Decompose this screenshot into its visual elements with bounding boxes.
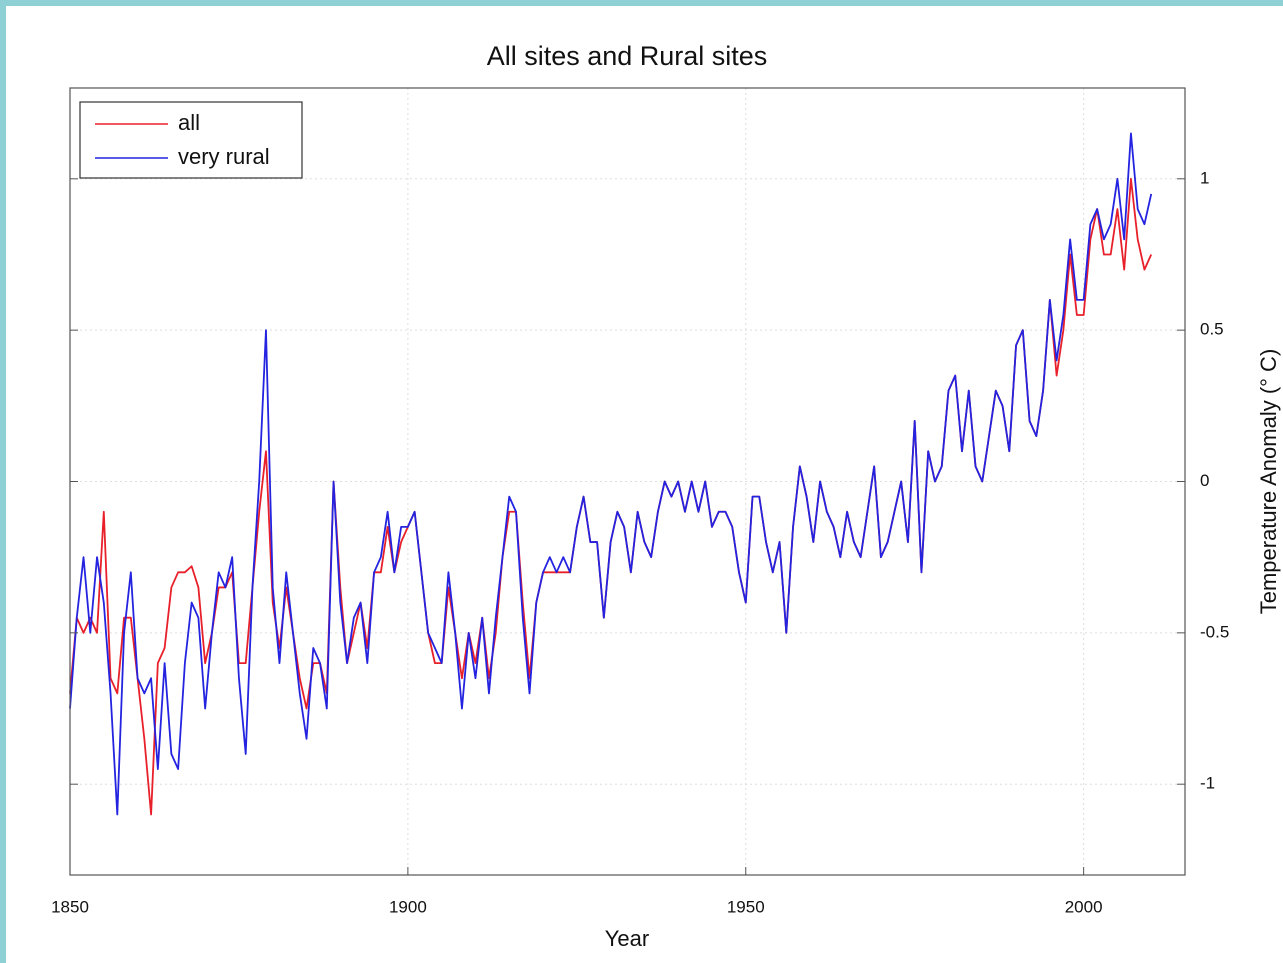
plot-lines [69, 132, 1153, 816]
frame-top [0, 0, 1283, 6]
chart-title: All sites and Rural sites [487, 41, 768, 71]
series-line [69, 132, 1153, 816]
x-axis-label: Year [605, 926, 649, 951]
legend-label: very rural [178, 144, 270, 169]
x-tick-label: 1850 [51, 897, 89, 916]
frame-left [0, 0, 6, 963]
y-tick-label: 1 [1200, 168, 1209, 187]
legend-label: all [178, 110, 200, 135]
y-tick-label: 0 [1200, 471, 1209, 490]
x-tick-label: 2000 [1065, 897, 1103, 916]
x-tick-label: 1900 [389, 897, 427, 916]
legend-box [79, 101, 303, 179]
y-tick-label: 0.5 [1200, 320, 1224, 339]
y-tick-label: -1 [1200, 774, 1215, 793]
y-axis-label: Temperature Anomaly (° C) [1256, 349, 1281, 615]
axes: 1850 1900 1950 2000 -1 -0.5 0 0.5 1 Temperature A… [51, 168, 1281, 916]
y-tick-label: -0.5 [1200, 622, 1229, 641]
legend: all very rural [79, 101, 303, 179]
x-tick-label: 1950 [727, 897, 765, 916]
